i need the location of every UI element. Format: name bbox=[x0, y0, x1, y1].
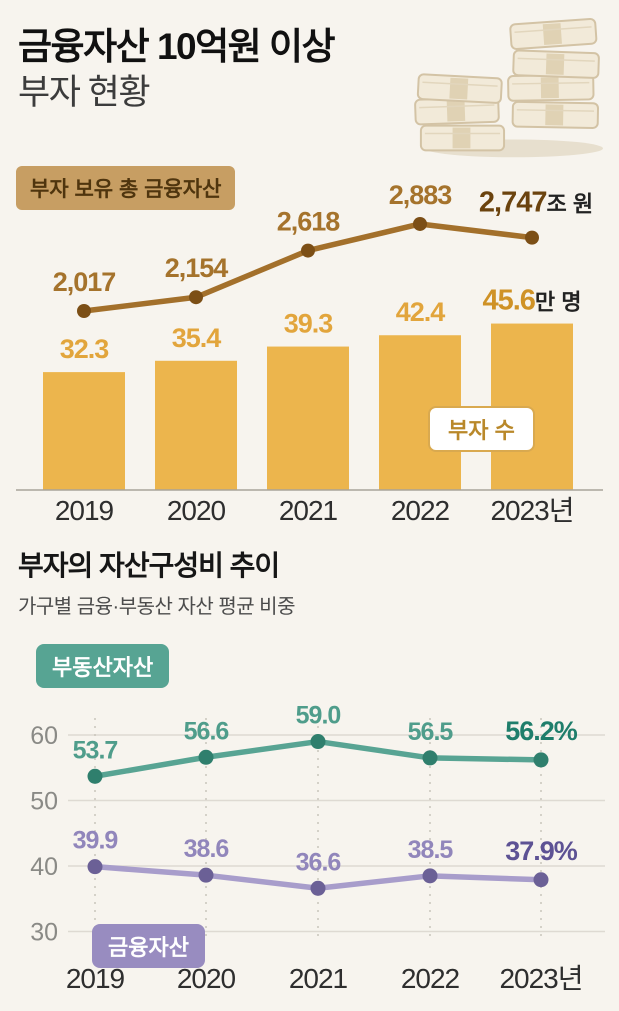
line-point bbox=[77, 304, 91, 318]
x-tick-label: 2019 bbox=[66, 963, 125, 994]
x-tick-label: 2023년 bbox=[499, 963, 582, 994]
total-assets-badge: 부자 보유 총 금융자산 bbox=[16, 166, 236, 210]
series-point bbox=[87, 859, 103, 875]
y-tick-label: 40 bbox=[30, 853, 58, 881]
series-point bbox=[422, 868, 438, 884]
series-point bbox=[310, 734, 326, 750]
series-value-label: 56.5 bbox=[408, 718, 454, 746]
series-point bbox=[310, 880, 326, 896]
x-tick-label: 2023년 bbox=[490, 495, 573, 526]
total-assets-line bbox=[81, 221, 535, 314]
main-subtitle: 부자 현황 bbox=[18, 73, 151, 112]
series-point bbox=[422, 750, 438, 766]
line-value-label-last: 2,747조 원 bbox=[479, 187, 593, 219]
series-value-label: 39.9 bbox=[73, 827, 118, 855]
x-tick-label: 2020 bbox=[177, 963, 236, 994]
series-point bbox=[87, 768, 103, 784]
line-value-label: 2,618 bbox=[277, 207, 341, 237]
series-value-label-last: 37.9% bbox=[505, 836, 578, 866]
rich-count-badge: 부자 수 bbox=[428, 406, 535, 452]
y-tick-label: 50 bbox=[30, 788, 58, 816]
asset-composition-chart: 60 50 40 30 53.7 56.6 59.0 56.5 56.2% 39.9 38.6 36.… bbox=[30, 702, 605, 994]
x-tick-label: 2021 bbox=[279, 495, 338, 526]
x-tick-label: 2021 bbox=[289, 963, 348, 994]
line-point bbox=[301, 243, 315, 258]
x-tick-label: 2022 bbox=[401, 963, 460, 994]
series-point bbox=[533, 752, 549, 768]
section2-title: 부자의 자산구성비 추이 bbox=[18, 550, 280, 581]
line-value-label: 2,883 bbox=[389, 180, 453, 210]
series-value-label: 36.6 bbox=[296, 848, 341, 876]
line-point bbox=[189, 290, 203, 305]
financial-badge: 금융자산 bbox=[92, 924, 205, 968]
wealth-count-chart: 2019 2020 2021 2022 2023년 32.3 35.4 39.3 42.4 45.… bbox=[16, 180, 603, 526]
bar-value-label: 32.3 bbox=[60, 334, 110, 364]
bar-2019 bbox=[43, 372, 125, 490]
series-point bbox=[198, 867, 214, 883]
series-value-label-last: 56.2% bbox=[505, 716, 578, 746]
x-tick-label: 2022 bbox=[391, 495, 450, 526]
realestate-badge: 부동산자산 bbox=[36, 644, 170, 688]
series-value-label: 56.6 bbox=[184, 717, 229, 745]
series-point bbox=[198, 749, 214, 765]
x-tick-label: 2020 bbox=[167, 495, 226, 526]
series-value-label: 38.6 bbox=[184, 835, 229, 863]
bar-value-label-last: 45.6만 명 bbox=[482, 285, 581, 317]
series-value-label: 38.5 bbox=[408, 836, 454, 864]
series-value-label: 59.0 bbox=[296, 702, 341, 730]
x-tick-label: 2019 bbox=[55, 495, 114, 526]
line-point bbox=[525, 230, 539, 245]
bar-value-label: 35.4 bbox=[172, 323, 222, 353]
line-value-label: 2,154 bbox=[165, 253, 229, 283]
series-value-label: 53.7 bbox=[73, 736, 118, 764]
bar-value-label: 42.4 bbox=[396, 297, 446, 327]
line-value-label: 2,017 bbox=[53, 267, 116, 297]
main-title: 금융자산 10억원 이상 bbox=[18, 26, 336, 67]
money-stacks-icon bbox=[414, 18, 604, 158]
y-tick-label: 60 bbox=[30, 722, 58, 750]
line-point bbox=[413, 216, 427, 231]
series-point bbox=[533, 872, 549, 888]
bar-value-label: 39.3 bbox=[284, 309, 334, 339]
bar-2020 bbox=[155, 360, 237, 490]
y-tick-label: 30 bbox=[30, 919, 58, 947]
section2-subtitle: 가구별 금융·부동산 자산 평균 비중 bbox=[18, 596, 296, 618]
bar-2021 bbox=[267, 346, 349, 490]
